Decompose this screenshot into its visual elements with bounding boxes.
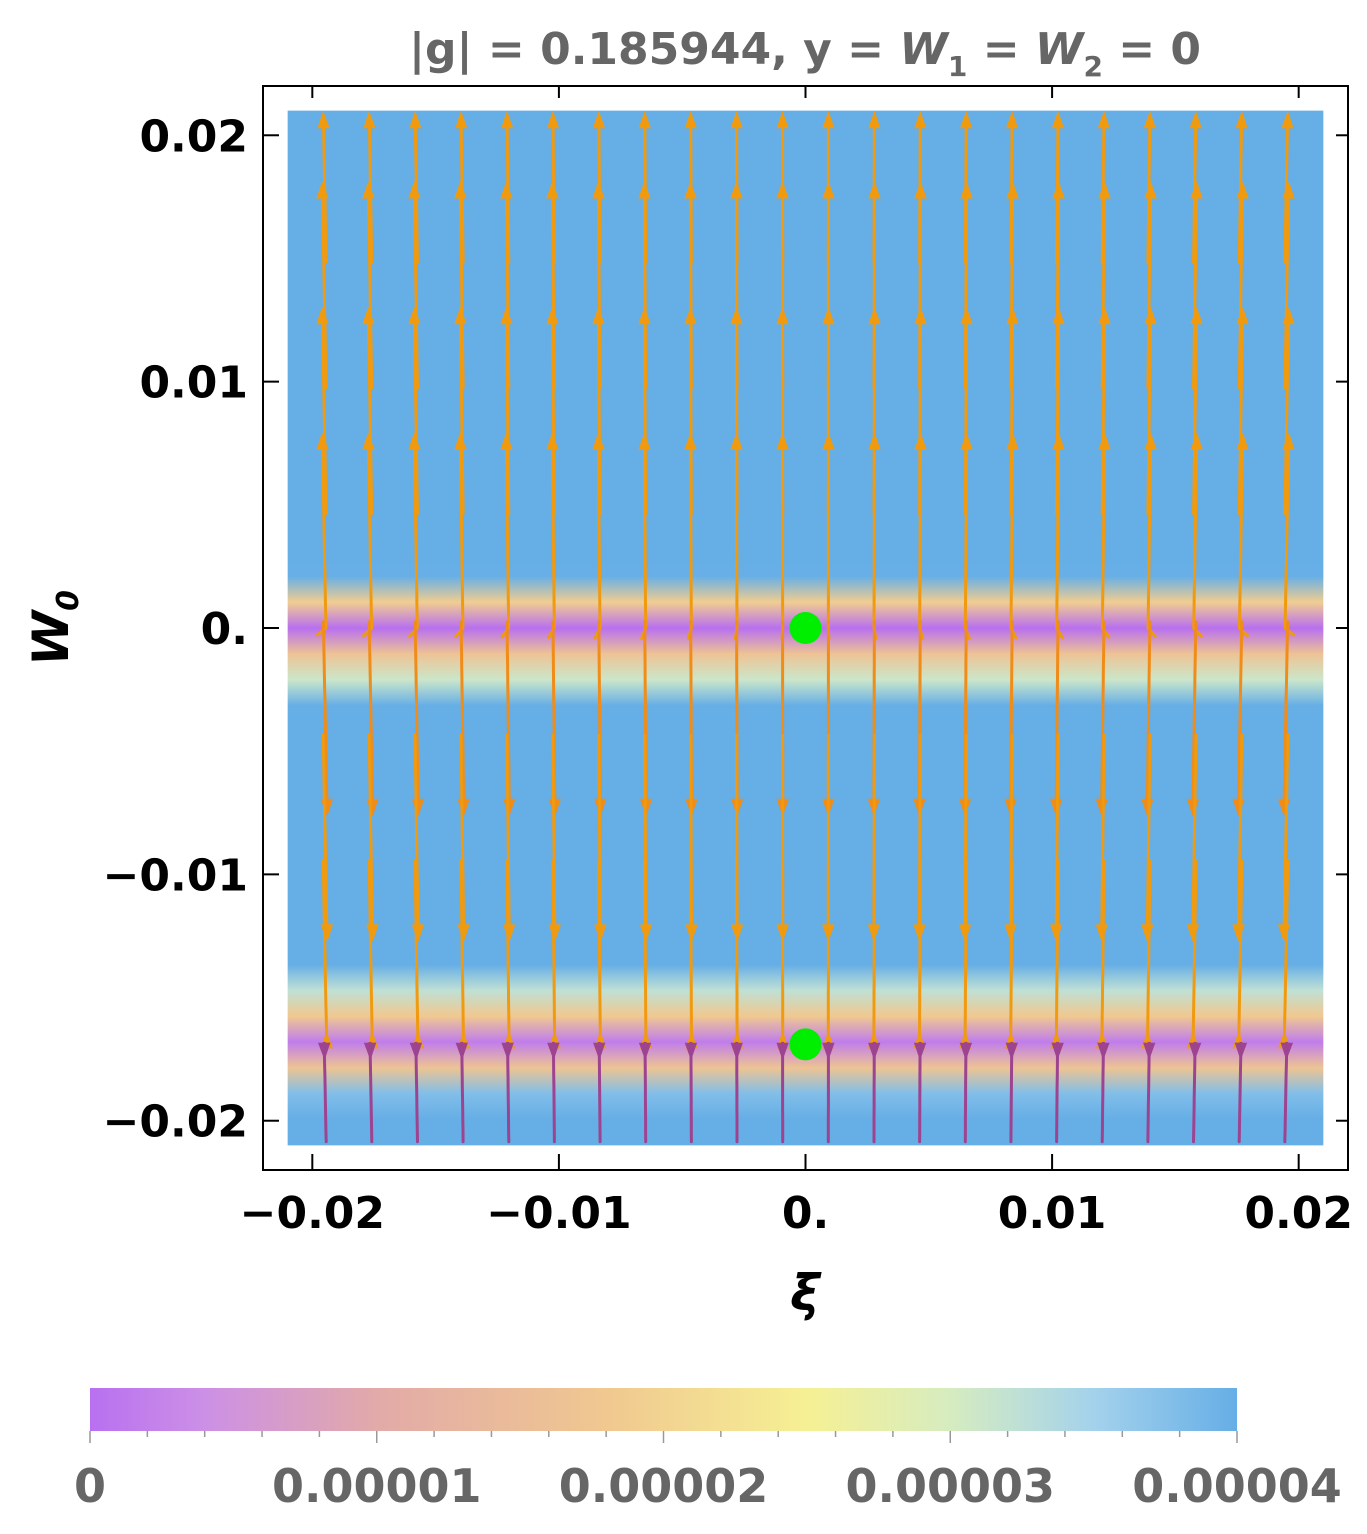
x-tick-label-1: −0.01: [486, 1188, 631, 1239]
stream-line-63: [638, 1041, 652, 1144]
y-tick-label-0: 0.02: [139, 111, 248, 162]
colorbar-tick-label-3: 0.00003: [845, 1459, 1055, 1513]
x-axis-label: ξ: [790, 1264, 822, 1322]
stream-line-47: [547, 1041, 560, 1144]
stream-line-55: [593, 1041, 606, 1144]
stream-line-9: [362, 181, 375, 390]
stream-line-26: [454, 306, 467, 515]
stream-line-175: [1280, 1041, 1293, 1144]
stream-line-127: [1005, 1041, 1018, 1144]
fixed-point-1: [789, 1028, 822, 1061]
stream-line-59: [638, 432, 651, 640]
x-tick-label-2: 0.: [782, 1188, 829, 1239]
stream-line-170: [1282, 306, 1295, 515]
stream-line-91: [822, 432, 835, 641]
stream-line-151: [1143, 1041, 1156, 1144]
colorbar-tick-label-0: 0: [74, 1459, 106, 1513]
y-axis-ticks: 0.02 0.01 0. −0.01 −0.02: [103, 111, 1348, 1148]
stream-line-11: [362, 432, 375, 638]
stream-line-169: [1282, 181, 1295, 390]
stream-line-143: [1097, 1041, 1110, 1144]
stream-line-1: [316, 181, 329, 390]
stream-line-111: [913, 1041, 927, 1144]
stream-line-154: [1190, 306, 1203, 515]
stream-line-83: [776, 432, 789, 641]
stream-line-33: [500, 181, 513, 390]
y-tick-label-4: −0.02: [103, 1097, 248, 1148]
stream-line-71: [684, 1041, 698, 1144]
stream-line-171: [1282, 432, 1296, 637]
stream-line-163: [1236, 432, 1249, 638]
stream-line-138: [1098, 306, 1111, 515]
stream-line-17: [408, 181, 421, 390]
stream-line-155: [1190, 432, 1203, 638]
stream-line-19: [408, 432, 421, 638]
stream-line-107: [914, 432, 927, 641]
fixed-point-0: [789, 612, 822, 644]
stream-line-27: [454, 432, 467, 638]
chart-title: |g| = 0.185944, y = W1 = W2 = 0: [409, 24, 1201, 83]
stream-line-103: [868, 1041, 881, 1144]
stream-line-115: [960, 432, 973, 640]
stream-line-23: [409, 1041, 423, 1144]
stream-line-79: [730, 1041, 743, 1144]
stream-line-34: [500, 306, 513, 515]
colorbar-tick-label-1: 0.00001: [272, 1459, 482, 1513]
stream-line-167: [1234, 1041, 1248, 1144]
y-tick-label-1: 0.01: [139, 358, 248, 409]
stream-line-39: [501, 1041, 514, 1144]
x-tick-label-3: 0.01: [998, 1188, 1107, 1239]
colorbar-tick-label-2: 0.00002: [559, 1459, 769, 1513]
stream-line-7: [318, 1041, 331, 1144]
stream-line-137: [1098, 181, 1111, 390]
stream-line-25: [454, 181, 467, 390]
stream-line-87: [776, 1041, 789, 1144]
y-axis-label: W0: [22, 590, 86, 666]
fixed-points: [789, 612, 822, 1061]
y-tick-label-2: 0.: [201, 604, 248, 655]
stream-line-15: [363, 1041, 377, 1144]
stream-line-18: [408, 306, 421, 515]
stream-line-146: [1144, 306, 1157, 515]
colorbar: [90, 1388, 1237, 1431]
x-tick-label-0: −0.02: [240, 1188, 385, 1239]
stream-line-145: [1144, 181, 1157, 390]
y-tick-label-3: −0.01: [103, 850, 248, 901]
x-axis-ticks: −0.02 −0.01 0. 0.01 0.02: [240, 86, 1353, 1239]
x-tick-label-4: 0.02: [1244, 1188, 1353, 1239]
stream-line-153: [1190, 181, 1203, 390]
stream-line-119: [959, 1041, 973, 1144]
stream-lines: [315, 110, 1296, 1144]
stream-line-135: [1051, 1041, 1064, 1144]
stream-line-161: [1236, 181, 1249, 390]
stream-line-75: [730, 432, 743, 641]
stream-line-51: [592, 432, 605, 640]
stream-line-95: [822, 1041, 835, 1144]
stream-line-43: [546, 432, 559, 639]
stream-line-3: [315, 432, 329, 637]
stream-line-10: [362, 306, 375, 515]
stream-line-147: [1144, 432, 1157, 638]
stream-line-67: [684, 432, 697, 641]
stream-line-159: [1188, 1041, 1202, 1144]
stream-line-2: [316, 306, 329, 515]
stream-line-35: [500, 432, 513, 639]
stream-line-123: [1006, 432, 1019, 640]
stream-line-162: [1236, 306, 1249, 515]
stream-line-31: [455, 1041, 468, 1144]
stream-line-99: [868, 432, 881, 641]
colorbar-ticks: 0 0.00001 0.00002 0.00003 0.00004: [74, 1431, 1342, 1513]
colorbar-tick-label-4: 0.00004: [1132, 1459, 1342, 1513]
stream-line-131: [1052, 432, 1065, 639]
stream-line-139: [1098, 432, 1111, 639]
